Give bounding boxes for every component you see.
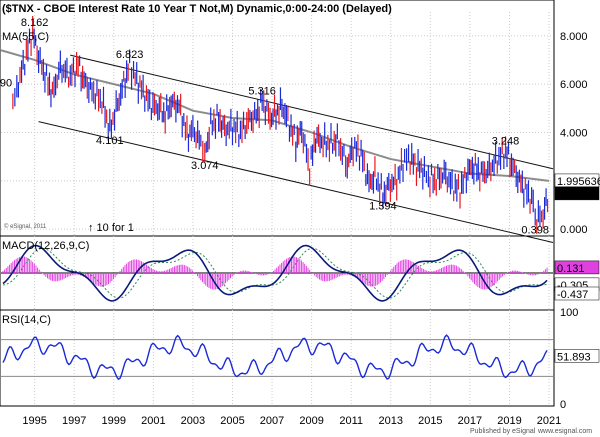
last-value-tag bbox=[554, 186, 600, 201]
x-tick-label: 2013 bbox=[379, 415, 403, 427]
chart-title: ($TNX - CBOE Interest Rate 10 Year T Not… bbox=[2, 3, 392, 15]
x-tick-label: 2015 bbox=[418, 415, 442, 427]
last-value-text: 1.995636 bbox=[557, 176, 600, 188]
price-annotation: 0.398 bbox=[521, 225, 549, 237]
price-y-tick-label: 8.000 bbox=[560, 31, 588, 43]
x-tick-label: 2001 bbox=[141, 415, 165, 427]
price-y-tick-label: 0.000 bbox=[560, 224, 588, 236]
macd-signal-line bbox=[2, 247, 548, 299]
x-tick-label: 1997 bbox=[62, 415, 86, 427]
macd-last-value-text: 0.131 bbox=[557, 263, 585, 275]
x-tick-label: 1995 bbox=[22, 415, 46, 427]
price-annotation: 6.823 bbox=[116, 49, 144, 61]
rsi-y-tick-label: 100 bbox=[560, 307, 578, 319]
macd-last-value-tag bbox=[554, 260, 600, 275]
macd-last-value-text: -0.437 bbox=[557, 289, 588, 301]
channel-line bbox=[38, 121, 554, 243]
rsi-last-value-tag bbox=[554, 349, 600, 363]
price-annotation: 4.101 bbox=[96, 135, 124, 147]
price-annotation: 3.248 bbox=[492, 136, 520, 148]
rsi-label: RSI(14,C) bbox=[2, 314, 51, 326]
macd-last-value-tag bbox=[554, 286, 600, 301]
price-layer: 8.162 6.823 5.316 4.101 3.074 1.394 3.248 0.398… bbox=[0, 15, 554, 243]
rsi-line bbox=[2, 334, 548, 381]
rsi-y-tick-label: 0 bbox=[560, 399, 566, 411]
channel-line bbox=[70, 54, 554, 170]
macd-layer bbox=[1, 244, 553, 302]
copyright-label: © eSignal, 2011 bbox=[4, 223, 47, 230]
footer-url: www.esignal.com bbox=[537, 428, 592, 435]
x-tick-label: 1999 bbox=[102, 415, 126, 427]
x-tick-label: 2011 bbox=[339, 415, 363, 427]
x-tick-label: 2007 bbox=[260, 415, 284, 427]
x-tick-label: 2021 bbox=[537, 415, 561, 427]
footer-publisher: Published by eSignal bbox=[470, 428, 536, 435]
x-tick-label: 2009 bbox=[299, 415, 323, 427]
rsi-layer bbox=[1, 334, 553, 381]
macd-label: MACD(12,26,9,C) bbox=[2, 240, 89, 252]
price-annotation: 8.162 bbox=[21, 17, 49, 29]
price-annotation: 1.394 bbox=[369, 200, 397, 212]
ma-label: MA(55,C) bbox=[2, 31, 49, 43]
price-annotation: 190 bbox=[0, 78, 12, 90]
price-y-tick-label: 6.000 bbox=[560, 79, 588, 91]
price-annotation: 3.074 bbox=[191, 160, 219, 172]
x-tick-label: 2005 bbox=[220, 415, 244, 427]
rsi-last-value-text: 51.893 bbox=[557, 351, 591, 363]
price-annotation: 5.316 bbox=[248, 86, 276, 98]
macd-line bbox=[2, 244, 548, 302]
price-panel-frame bbox=[0, 0, 555, 237]
split-note: ↑ 10 for 1 bbox=[88, 222, 134, 234]
price-y-tick-label: 4.000 bbox=[560, 127, 588, 139]
rsi-panel-frame bbox=[0, 309, 555, 407]
x-tick-label: 2019 bbox=[497, 415, 521, 427]
x-tick-label: 2017 bbox=[458, 415, 482, 427]
last-value-text: 1.460 bbox=[557, 189, 585, 201]
x-tick-label: 2003 bbox=[181, 415, 205, 427]
axis-layer: 1995 1997 1999 2001 2003 2005 2007 2009 2011 2013… bbox=[22, 31, 600, 427]
